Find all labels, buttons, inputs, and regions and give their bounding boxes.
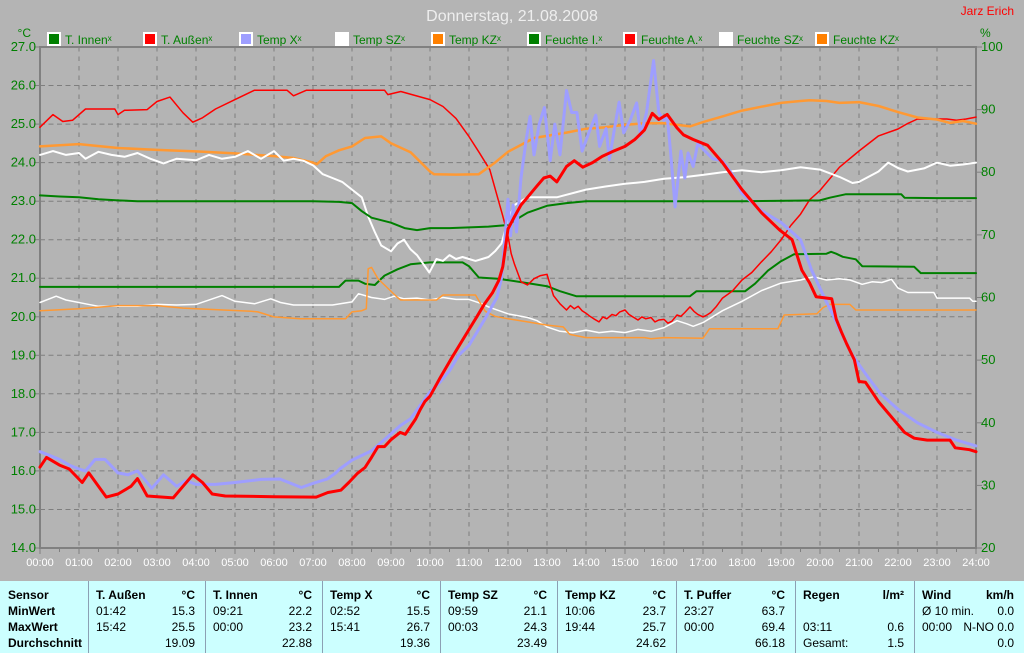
svg-text:23:00: 23:00 <box>923 557 951 569</box>
svg-text:21.0: 21.0 <box>11 270 36 285</box>
svg-text:18.0: 18.0 <box>11 386 36 401</box>
svg-text:19.0: 19.0 <box>11 347 36 362</box>
svg-text:17:00: 17:00 <box>689 557 717 569</box>
svg-text:19:00: 19:00 <box>767 557 795 569</box>
svg-text:Feuchte SZˣ: Feuchte SZˣ <box>737 33 803 47</box>
svg-text:60: 60 <box>981 290 995 305</box>
svg-text:15.0: 15.0 <box>11 502 36 517</box>
svg-text:30: 30 <box>981 477 995 492</box>
svg-text:23.0: 23.0 <box>11 193 36 208</box>
svg-text:Feuchte KZˣ: Feuchte KZˣ <box>833 33 899 47</box>
svg-text:25.0: 25.0 <box>11 116 36 131</box>
svg-text:22:00: 22:00 <box>884 557 912 569</box>
svg-text:27.0: 27.0 <box>11 39 36 54</box>
svg-text:21:00: 21:00 <box>845 557 873 569</box>
svg-text:01:00: 01:00 <box>65 557 93 569</box>
svg-text:14:00: 14:00 <box>572 557 600 569</box>
svg-text:Donnerstag, 21.08.2008: Donnerstag, 21.08.2008 <box>426 8 598 25</box>
svg-text:22.0: 22.0 <box>11 232 36 247</box>
svg-text:06:00: 06:00 <box>260 557 288 569</box>
svg-text:26.0: 26.0 <box>11 78 36 93</box>
svg-text:15:00: 15:00 <box>611 557 639 569</box>
svg-text:T. Innenˣ: T. Innenˣ <box>65 33 112 47</box>
svg-text:20: 20 <box>981 540 995 555</box>
svg-text:T. Außenˣ: T. Außenˣ <box>161 33 212 47</box>
svg-text:Jarz Erich: Jarz Erich <box>961 4 1014 18</box>
svg-text:Temp SZˣ: Temp SZˣ <box>353 33 405 47</box>
svg-text:20.0: 20.0 <box>11 309 36 324</box>
svg-text:50: 50 <box>981 352 995 367</box>
svg-text:12:00: 12:00 <box>494 557 522 569</box>
svg-text:100: 100 <box>981 39 1003 54</box>
svg-text:10:00: 10:00 <box>416 557 444 569</box>
svg-text:24:00: 24:00 <box>962 557 990 569</box>
svg-text:80: 80 <box>981 164 995 179</box>
svg-text:03:00: 03:00 <box>143 557 171 569</box>
svg-text:02:00: 02:00 <box>104 557 132 569</box>
svg-text:%: % <box>980 26 991 40</box>
svg-text:13:00: 13:00 <box>533 557 561 569</box>
svg-text:20:00: 20:00 <box>806 557 834 569</box>
svg-text:17.0: 17.0 <box>11 424 36 439</box>
svg-text:Feuchte A.ˣ: Feuchte A.ˣ <box>641 33 702 47</box>
svg-text:05:00: 05:00 <box>221 557 249 569</box>
svg-text:70: 70 <box>981 227 995 242</box>
svg-text:08:00: 08:00 <box>338 557 366 569</box>
svg-text:04:00: 04:00 <box>182 557 210 569</box>
svg-text:14.0: 14.0 <box>11 540 36 555</box>
svg-text:90: 90 <box>981 102 995 117</box>
svg-text:00:00: 00:00 <box>26 557 54 569</box>
svg-text:Temp KZˣ: Temp KZˣ <box>449 33 501 47</box>
svg-text:18:00: 18:00 <box>728 557 756 569</box>
svg-text:Temp Xˣ: Temp Xˣ <box>257 33 302 47</box>
svg-text:07:00: 07:00 <box>299 557 327 569</box>
svg-text:40: 40 <box>981 415 995 430</box>
svg-text:°C: °C <box>18 26 32 40</box>
svg-text:16.0: 16.0 <box>11 463 36 478</box>
svg-text:11:00: 11:00 <box>456 557 483 569</box>
svg-text:24.0: 24.0 <box>11 155 36 170</box>
svg-text:Feuchte I.ˣ: Feuchte I.ˣ <box>545 33 602 47</box>
svg-text:09:00: 09:00 <box>377 557 405 569</box>
svg-text:16:00: 16:00 <box>650 557 678 569</box>
